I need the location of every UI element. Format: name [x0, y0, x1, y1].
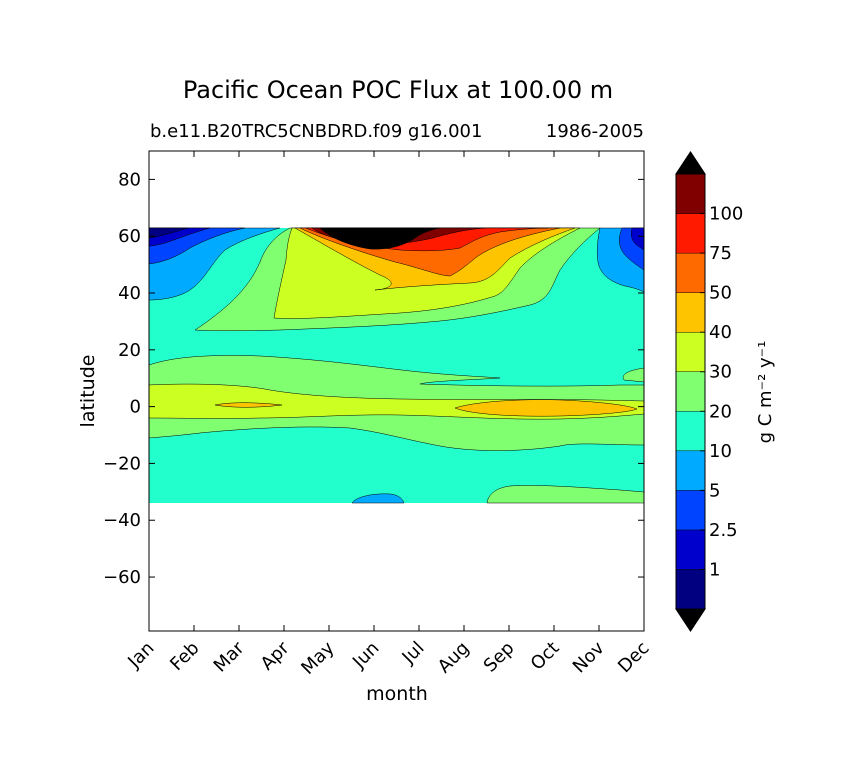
contour-ne-20: [622, 367, 645, 383]
colorbar-segment: [675, 252, 706, 293]
colorbar-tick-label: 75: [709, 243, 732, 264]
contour-north-peak: [319, 227, 441, 250]
colorbar-segment: [675, 173, 706, 214]
colorbar-segment: [675, 529, 706, 570]
x-tick-label: Mar: [210, 637, 249, 676]
colorbar-segment: [675, 213, 706, 254]
colorbar-tick-label: 30: [709, 362, 732, 383]
x-tick-label: May: [297, 637, 338, 678]
y-tick-label: 40: [118, 283, 141, 304]
x-axis-label: month: [366, 683, 428, 705]
x-tick-label: Oct: [527, 638, 564, 675]
x-tick-label: Apr: [257, 637, 294, 674]
colorbar-outline: [675, 151, 706, 632]
x-tick-label: Aug: [434, 638, 474, 678]
plot-frame: [148, 150, 645, 632]
colorbar-tick-label: 2.5: [709, 520, 738, 541]
colorbar-segment: [675, 371, 706, 412]
contour-nw-1: [148, 227, 189, 239]
y-tick-label: 0: [130, 397, 141, 418]
contour-fills: [148, 227, 645, 504]
colorbar-extend-high: [675, 151, 706, 175]
colorbar-segment: [675, 490, 706, 531]
chart-title: Pacific Ocean POC Flux at 100.00 m: [183, 76, 613, 104]
colorbar-tick-label: 1: [709, 559, 720, 580]
x-tick-label: Feb: [166, 638, 203, 675]
colorbar-segment: [675, 331, 706, 372]
colorbar-segment: [675, 292, 706, 333]
plot-area: Jan Feb Mar Apr May Jun Jul Aug Sep Oct Nov Dec 80 6…: [103, 150, 654, 679]
contour-equatorial-40-sepoct: [454, 399, 638, 417]
colorbar-segment: [675, 411, 706, 452]
colorbar-tick-label: 50: [709, 283, 732, 304]
colorbar-tick-label: 10: [709, 441, 732, 462]
chart-subtitle-right: 1986-2005: [546, 121, 644, 142]
colorbar-tick-label: 100: [709, 204, 743, 225]
y-tick-label: 20: [118, 340, 141, 361]
y-tick-label: 80: [118, 169, 141, 190]
contour-equatorial-40-mar: [214, 402, 283, 408]
y-tick-label: −20: [103, 453, 141, 474]
contour-ne-2_5: [631, 227, 645, 251]
x-tick-label: Nov: [569, 637, 609, 677]
x-tick-label: Jan: [123, 638, 158, 673]
contour-south-5: [351, 493, 405, 504]
colorbar-extend-low: [675, 608, 706, 632]
x-tick-label: Jun: [348, 638, 383, 673]
colorbar-label: g C m⁻² y⁻¹: [755, 341, 776, 444]
y-tick-label: −60: [103, 567, 141, 588]
x-tick-label: Sep: [480, 638, 519, 677]
colorbar: 1 2.5 5 10 20 30 40 50 75 100: [675, 151, 743, 632]
colorbar-tick-label: 20: [709, 401, 732, 422]
y-tick-label: 60: [118, 226, 141, 247]
colorbar-tick-label: 5: [709, 480, 720, 501]
contour-south-20: [486, 485, 645, 504]
colorbar-tick-label: 40: [709, 322, 732, 343]
y-axis-label: latitude: [77, 355, 99, 428]
colorbar-segment: [675, 450, 706, 491]
y-axis: 80 60 40 20 0 −20 −40 −60: [103, 169, 644, 588]
colorbar-segment: [675, 569, 706, 610]
y-tick-label: −40: [103, 510, 141, 531]
chart-subtitle-left: b.e11.B20TRC5CNBDRD.f09 g16.001: [150, 121, 482, 142]
x-tick-label: Dec: [614, 638, 653, 677]
x-tick-label: Jul: [398, 638, 429, 669]
